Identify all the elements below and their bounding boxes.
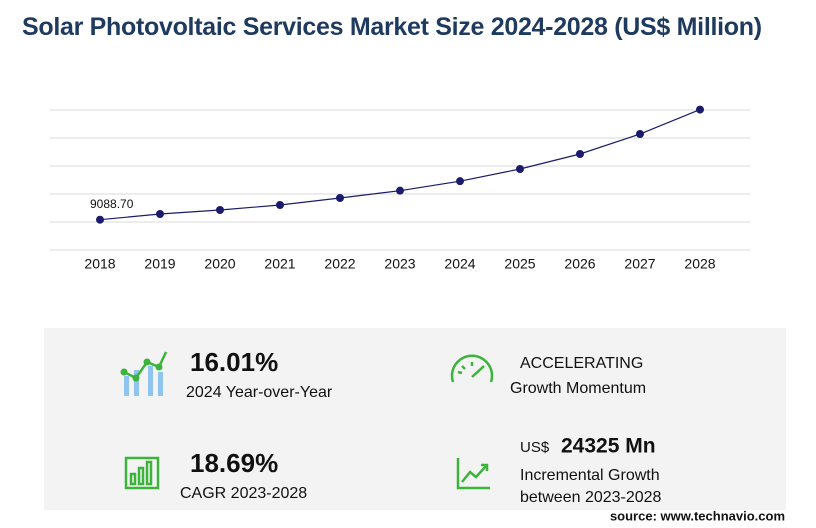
x-tick-label: 2028 [684,256,715,272]
stat-label: 2024 Year-over-Year [186,384,333,401]
column-icon [124,456,160,490]
chart-title: Solar Photovoltaic Services Market Size … [22,13,762,41]
growth-icon [456,458,490,490]
x-tick-label: 2021 [264,256,295,272]
stat-label: Incremental Growth [520,467,660,484]
stat-label: between 2023-2028 [520,489,662,506]
x-tick-label: 2023 [384,256,415,272]
marker [156,210,164,218]
data-label: 9088.70 [90,197,134,211]
x-tick-label: 2027 [624,256,655,272]
x-tick-label: 2024 [444,256,475,272]
x-tick-label: 2019 [144,256,175,272]
bar-chart-icon [120,351,168,396]
x-tick-label: 2018 [84,256,115,272]
marker [336,194,344,202]
stat-value: 18.69% [190,448,278,478]
marker [696,105,704,114]
stat-currency: US$ [520,439,550,456]
stat-value: 24325 Mn [561,435,656,458]
marker [96,215,104,224]
source: source: www.technavio.com [610,508,785,523]
marker [276,201,284,209]
marker [576,150,584,158]
marker [456,177,464,186]
x-tick-label: 2025 [504,256,535,272]
stat-label: CAGR 2023-2028 [180,485,307,502]
stat-value: ACCELERATING [520,355,643,372]
stats-panel [44,328,786,510]
stat-value: 16.01% [190,347,278,377]
gauge-icon [450,354,494,383]
x-tick-label: 2022 [324,256,355,272]
marker [396,186,404,195]
marker [636,130,644,138]
marker [216,206,224,214]
line [99,109,701,221]
x-tick-label: 2020 [204,256,235,272]
x-tick-label: 2026 [564,256,595,272]
marker [516,165,524,173]
stat-label: Growth Momentum [510,380,646,397]
